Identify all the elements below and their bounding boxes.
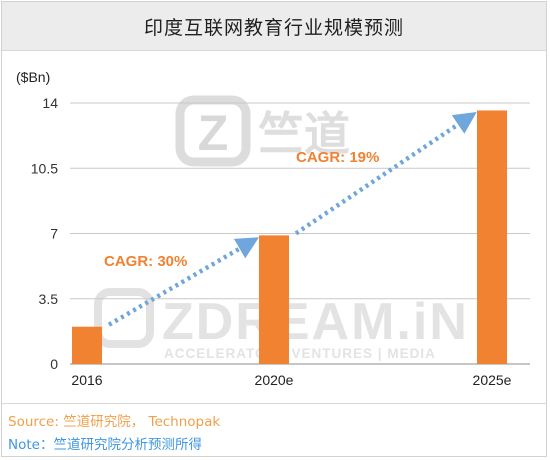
title-bar: 印度互联网教育行业规模预测 bbox=[2, 2, 546, 51]
x-tick-label: 2020e bbox=[255, 372, 294, 388]
chart-title: 印度互联网教育行业规模预测 bbox=[143, 16, 404, 39]
y-tick-label: 10.5 bbox=[31, 160, 58, 176]
y-tick-label: 0 bbox=[50, 356, 58, 372]
x-tick-label: 2016 bbox=[71, 372, 102, 388]
watermark-brand-en: ZDREAM.iN bbox=[162, 293, 469, 351]
bar bbox=[477, 110, 507, 364]
cagr-label: CAGR: 30% bbox=[104, 253, 187, 270]
watermark-logo-box-small bbox=[94, 288, 154, 348]
footer: Source: 竺道研究院， Technopak Note：竺道研究院分析预测所… bbox=[2, 403, 546, 459]
watermark-tagline: ACCELERATOR | VENTURES | MEDIA bbox=[164, 346, 436, 361]
y-tick-label: 3.5 bbox=[39, 291, 59, 307]
watermark-logo-letter: Z bbox=[198, 105, 229, 161]
x-tick-label: 2025e bbox=[473, 372, 512, 388]
bar bbox=[72, 326, 102, 364]
y-tick-label: 14 bbox=[42, 95, 58, 111]
cagr-label: CAGR: 19% bbox=[296, 149, 379, 166]
bar bbox=[259, 235, 289, 364]
watermark-brand-cn: 竺道 bbox=[258, 107, 350, 161]
method-note: Note：竺道研究院分析预测所得 bbox=[8, 437, 202, 453]
y-axis-label: ($Bn) bbox=[16, 69, 50, 85]
watermark-logo-box bbox=[175, 95, 251, 167]
y-tick-label: 7 bbox=[50, 226, 58, 242]
source-note: Source: 竺道研究院， Technopak bbox=[8, 414, 221, 430]
